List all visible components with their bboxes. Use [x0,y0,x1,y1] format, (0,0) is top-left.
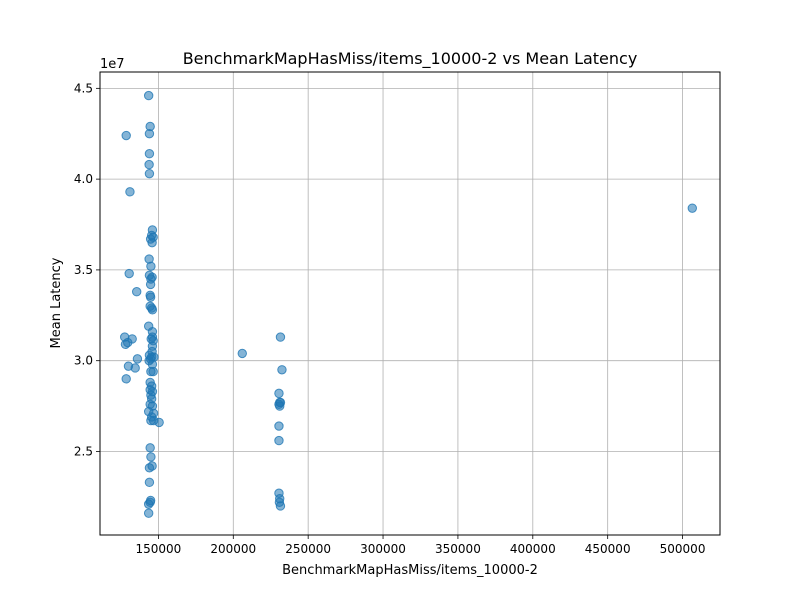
scatter-point [121,130,131,141]
y-axis-ticks: 2.5 3.0 3.5 4.0 4.5 [74,81,100,458]
scatter-point [275,401,285,411]
scatter-point [144,129,155,139]
y-tick-label: 4.0 [74,172,93,186]
x-tick-label: 150000 [135,542,181,556]
scatter-point [130,363,140,373]
scatter-point [121,374,131,384]
chart-title: BenchmarkMapHasMiss/items_10000-2 vs Mea… [183,49,638,69]
scatter-point [275,501,286,511]
scatter-point [274,421,284,431]
scatter-point [237,348,247,359]
scatter-point [274,435,284,446]
scatter-point [147,237,157,248]
scatter-point [148,415,159,426]
scatter-point [146,261,156,271]
scatter-point [143,499,154,509]
scatter-point [143,90,154,101]
scatter-point [274,388,284,399]
x-tick-label: 450000 [585,542,631,556]
x-tick-label: 200000 [210,542,256,556]
scatter-point [132,354,143,364]
y-axis-offset-label: 1e7 [100,57,125,72]
scatter-point [145,292,156,302]
scatter-point [144,168,155,179]
scatter-point [144,149,155,159]
scatter-point [146,366,156,377]
scatter-point [146,452,156,462]
scatter-point [275,332,286,342]
x-tick-label: 300000 [360,542,406,556]
scatter-point [145,279,156,290]
y-tick-label: 3.5 [74,263,93,277]
scatter-point [144,159,154,170]
grid-lines [100,72,720,535]
scatter-point [143,508,154,518]
scatter-point [131,286,142,297]
x-axis-ticks: 150000 200000 250000 300000 350000 400000 4500… [135,535,705,556]
scatter-point [144,463,155,473]
scatter-point [145,443,155,453]
scatter-point [124,268,134,279]
axes-frame [99,71,721,536]
data-points [120,90,697,518]
scatter-point [277,365,287,375]
scatter-point [125,187,135,197]
y-axis-label: Mean Latency [49,257,64,348]
scatter-point [147,305,158,315]
scatter-point [144,477,155,488]
y-tick-label: 2.5 [74,444,93,458]
x-tick-label: 250000 [285,542,331,556]
x-axis-label: BenchmarkMapHasMiss/items_10000-2 [282,563,538,578]
y-tick-label: 4.5 [74,81,93,95]
x-tick-label: 350000 [435,542,481,556]
y-tick-label: 3.0 [74,354,93,368]
x-tick-label: 500000 [660,542,706,556]
x-tick-label: 400000 [510,542,556,556]
scatter-point [687,203,697,213]
scatter-point [120,339,131,350]
